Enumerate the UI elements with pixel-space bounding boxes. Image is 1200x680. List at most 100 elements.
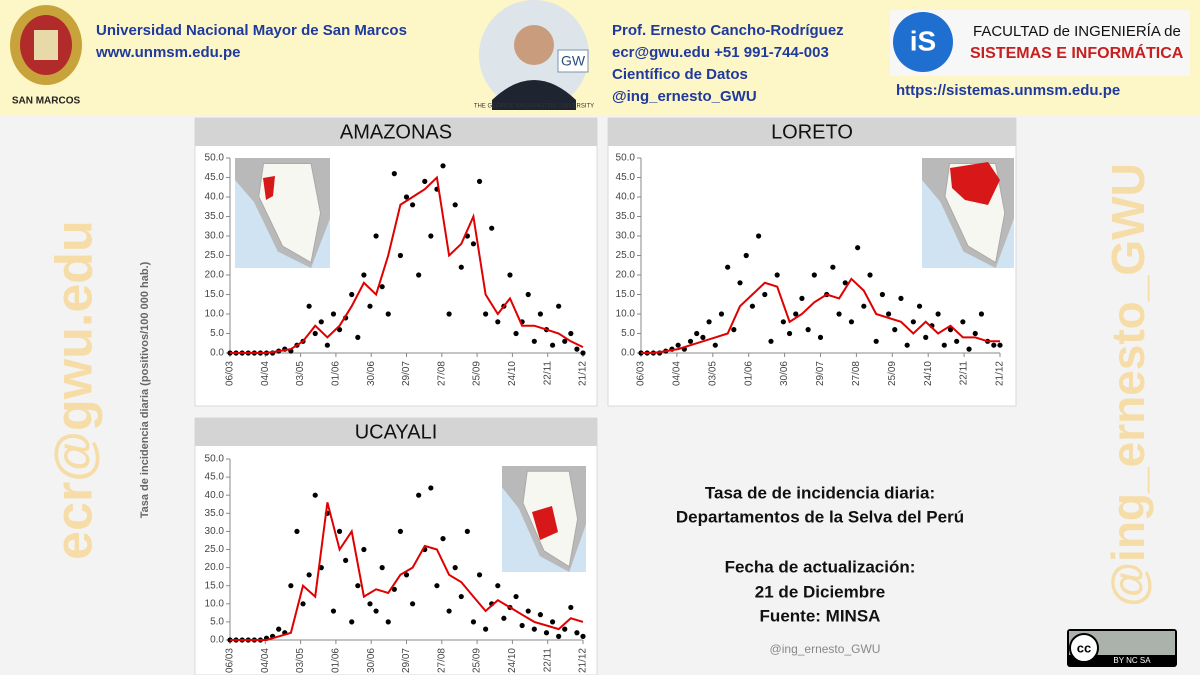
data-point [793, 311, 799, 317]
data-point [700, 334, 706, 340]
data-point [367, 601, 373, 607]
data-point [817, 334, 824, 340]
y-tick-label: 40.0 [616, 192, 636, 203]
x-tick-label: 25/09 [472, 361, 483, 386]
role: Científico de Datos [612, 66, 748, 83]
info-line: Fuente: MINSA [760, 606, 881, 625]
data-point [531, 338, 537, 344]
x-tick-label: 06/03 [225, 648, 236, 673]
chart-title: AMAZONAS [340, 121, 452, 143]
x-tick-label: 29/07 [401, 361, 412, 386]
data-point [318, 319, 324, 325]
chart-title: LORETO [771, 121, 853, 143]
data-point [574, 630, 580, 636]
data-point [446, 608, 452, 614]
data-point [867, 272, 873, 278]
trend-line [641, 277, 1000, 354]
university-name: Universidad Nacional Mayor de San Marcos [96, 22, 407, 39]
data-point [712, 342, 718, 348]
photo: GW THE GEORGE WASHINGTON UNIVERSITY [474, 0, 594, 110]
data-point [409, 202, 416, 208]
data-point [343, 557, 349, 563]
info-line: Fecha de actualización: [725, 557, 916, 576]
gw-badge: GW [561, 53, 586, 69]
x-tick-label: 04/04 [672, 361, 683, 386]
data-point [941, 342, 947, 348]
data-point [361, 272, 367, 278]
x-tick-label: 01/06 [743, 361, 754, 386]
x-tick-label: 27/08 [436, 648, 447, 673]
data-point [780, 319, 786, 325]
data-point [731, 327, 737, 333]
data-point [495, 583, 501, 589]
faculty-line2: SISTEMAS E INFORMÁTICA [970, 43, 1184, 62]
info-line: Departamentos de la Selva del Perú [676, 507, 964, 526]
faculty-logo: iS FACULTAD de INGENIERÍA de SISTEMAS E … [890, 10, 1190, 76]
data-point [300, 601, 306, 607]
data-point [385, 311, 391, 317]
data-point [531, 626, 537, 632]
data-point [336, 528, 343, 535]
y-tick-label: 30.0 [205, 526, 225, 537]
data-point [403, 572, 410, 578]
data-point [848, 319, 855, 325]
y-tick-label: 30.0 [616, 231, 636, 242]
data-point [543, 630, 550, 636]
x-tick-label: 04/04 [260, 361, 271, 386]
x-tick-label: 03/05 [295, 361, 306, 386]
y-tick-label: 0.0 [210, 348, 224, 359]
y-tick-label: 25.0 [205, 544, 225, 555]
data-point [324, 342, 330, 348]
data-point [397, 528, 404, 535]
data-point [556, 303, 562, 309]
x-tick-label: 29/07 [401, 648, 412, 673]
y-tick-label: 40.0 [205, 490, 225, 501]
data-point [562, 338, 568, 344]
data-point [349, 291, 355, 298]
data-point [786, 330, 793, 337]
info-line: 21 de Diciembre [755, 582, 885, 601]
x-tick-label: 21/12 [995, 361, 1006, 386]
y-tick-label: 50.0 [205, 153, 225, 164]
x-tick-label: 30/06 [366, 361, 377, 386]
credit: @ing_ernesto_GWU [770, 642, 881, 656]
x-tick-label: 03/05 [295, 648, 306, 673]
data-point [879, 291, 885, 298]
university-url: www.unmsm.edu.pe [95, 44, 240, 61]
data-point [428, 233, 434, 239]
data-point [762, 291, 768, 298]
x-tick-label: 25/09 [472, 648, 483, 673]
data-point [574, 346, 580, 352]
crest-text: SAN MARCOS [12, 96, 81, 107]
y-tick-label: 35.0 [616, 211, 636, 222]
y-tick-label: 10.0 [205, 598, 225, 609]
y-tick-label: 35.0 [205, 508, 225, 519]
data-point [706, 319, 712, 325]
data-point [737, 280, 743, 286]
data-point [568, 604, 574, 611]
data-point [718, 311, 725, 317]
data-point [811, 272, 817, 278]
data-point [756, 233, 762, 239]
data-point [978, 311, 985, 317]
data-point [749, 303, 756, 309]
data-point [991, 342, 997, 348]
gw-caption: THE GEORGE WASHINGTON UNIVERSITY [474, 104, 594, 110]
data-point [452, 202, 458, 208]
y-tick-label: 5.0 [621, 328, 635, 339]
panel-title-bar [608, 118, 1016, 146]
y-tick-label: 35.0 [205, 211, 225, 222]
x-tick-label: 01/06 [331, 361, 342, 386]
x-tick-label: 27/08 [851, 361, 862, 386]
y-tick-label: 25.0 [616, 250, 636, 261]
faculty-url: https://sistemas.unmsm.edu.pe [896, 82, 1120, 99]
x-tick-label: 22/11 [542, 648, 553, 673]
data-point [774, 272, 780, 278]
map-region [263, 176, 275, 200]
data-point [966, 346, 972, 352]
data-point [361, 546, 367, 553]
data-point [288, 583, 294, 589]
data-point [470, 241, 477, 247]
data-point [805, 327, 811, 333]
y-tick-label: 45.0 [205, 172, 225, 183]
